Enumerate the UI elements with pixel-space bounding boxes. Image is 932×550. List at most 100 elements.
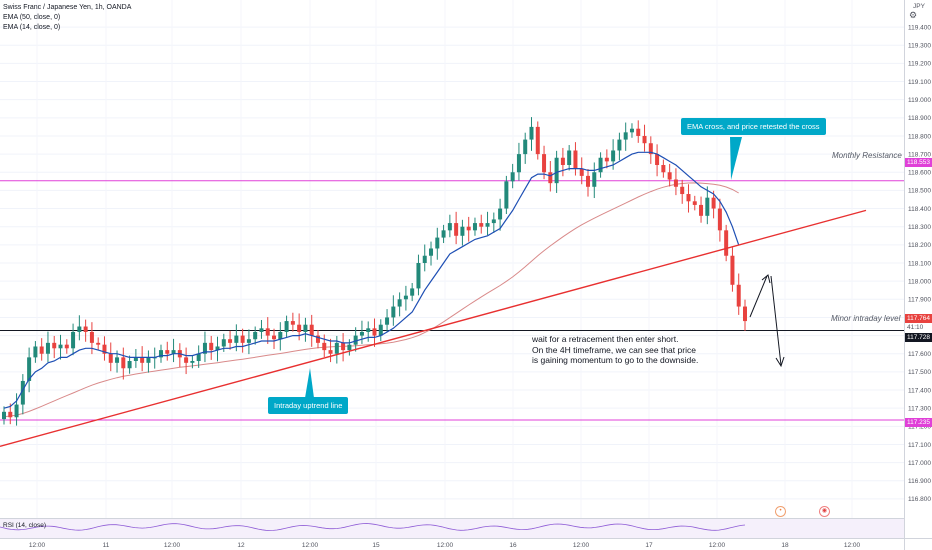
y-tick-label: 118.100 bbox=[908, 260, 931, 267]
y-tick-label: 117.600 bbox=[908, 351, 931, 358]
candle-body bbox=[686, 194, 691, 202]
rsi-legend[interactable]: RSI (14, close) bbox=[3, 522, 46, 529]
candle-body bbox=[736, 284, 741, 307]
uptrend-callout[interactable]: Intraday uptrend line bbox=[268, 397, 349, 414]
y-tick-label: 117.200 bbox=[908, 424, 931, 431]
down-arrow-head bbox=[775, 356, 785, 368]
candle-body bbox=[410, 288, 415, 296]
y-tick-label: 118.400 bbox=[908, 206, 931, 213]
current-price-tag: 117.764 bbox=[905, 314, 932, 323]
candle-body bbox=[347, 344, 352, 351]
rsi-band bbox=[0, 519, 904, 538]
y-tick-label: 117.300 bbox=[908, 405, 931, 412]
candle-body bbox=[466, 226, 471, 231]
note-line-3: is gaining momentum to go to the downsid… bbox=[532, 355, 699, 365]
event-flag-icon[interactable]: ◉ bbox=[819, 506, 830, 517]
candle-body bbox=[548, 172, 553, 184]
candle-body bbox=[39, 346, 44, 354]
gear-icon[interactable]: ⚙ bbox=[909, 10, 918, 20]
legend-ema14[interactable]: EMA (14, close, 0) bbox=[3, 24, 61, 31]
candle-body bbox=[165, 350, 170, 354]
candle-body bbox=[699, 204, 704, 216]
legend-symbol[interactable]: Swiss Franc / Japanese Yen, 1h, OANDA bbox=[3, 4, 132, 11]
candle-body bbox=[472, 223, 477, 231]
candle-body bbox=[692, 201, 697, 205]
y-tick-label: 117.100 bbox=[908, 442, 931, 449]
ema-cross-callout[interactable]: EMA cross, and price retested the cross bbox=[681, 118, 826, 135]
y-tick-label: 118.500 bbox=[908, 188, 931, 195]
x-tick-label: 18 bbox=[781, 542, 789, 549]
candle-body bbox=[454, 223, 459, 236]
candle-body bbox=[598, 157, 603, 173]
candle-body bbox=[140, 357, 145, 363]
drawings bbox=[0, 137, 867, 447]
x-tick-label: 12:00 bbox=[709, 542, 726, 549]
horizontal-levels bbox=[0, 180, 904, 421]
legend-ema50[interactable]: EMA (50, close, 0) bbox=[3, 14, 61, 21]
x-tick-label: 12:00 bbox=[29, 542, 46, 549]
candle-body bbox=[673, 179, 678, 187]
candle-body bbox=[705, 197, 710, 216]
resistance-price-tag: 118.553 bbox=[905, 158, 932, 167]
down-arrow-line bbox=[770, 275, 782, 366]
y-tick-label: 117.400 bbox=[908, 387, 931, 394]
minor-level-label[interactable]: Minor intraday level bbox=[831, 314, 901, 323]
support-price-tag: 117.235 bbox=[905, 418, 932, 427]
candle-body bbox=[567, 150, 572, 165]
candle-body bbox=[435, 237, 440, 249]
candle-body bbox=[71, 331, 76, 349]
candle-body bbox=[611, 150, 616, 162]
currency-label: JPY bbox=[913, 3, 925, 10]
candle-body bbox=[341, 342, 346, 351]
y-tick-label: 117.500 bbox=[908, 369, 931, 376]
candles bbox=[2, 117, 747, 426]
candle-body bbox=[315, 335, 320, 343]
monthly-resistance-label[interactable]: Monthly Resistance bbox=[832, 151, 902, 160]
price-axis[interactable]: 119.400 119.300 119.200 119.100 119.000 118.9… bbox=[904, 0, 932, 550]
candle-body bbox=[491, 219, 496, 224]
candle-body bbox=[33, 346, 38, 358]
candle-body bbox=[27, 357, 32, 381]
candle-body bbox=[209, 342, 214, 351]
uptrend-line bbox=[0, 209, 867, 447]
candle-body bbox=[77, 326, 82, 332]
candle-body bbox=[253, 331, 258, 340]
time-axis[interactable]: 12:00 11 12:00 12 12:00 15 12:00 16 12:00 17 12:00… bbox=[0, 538, 932, 550]
candle-body bbox=[460, 226, 465, 236]
y-tick-label: 119.400 bbox=[908, 24, 931, 31]
candle-body bbox=[479, 223, 484, 227]
candle-body bbox=[372, 328, 377, 336]
candle-body bbox=[108, 353, 113, 363]
candle-body bbox=[259, 328, 264, 332]
candle-body bbox=[485, 223, 490, 227]
candle-body bbox=[523, 139, 528, 155]
candle-body bbox=[529, 126, 534, 140]
trade-note[interactable]: wait for a retracement then enter short.… bbox=[532, 334, 698, 366]
candle-body bbox=[560, 157, 565, 165]
candle-body bbox=[45, 342, 50, 354]
candle-body bbox=[202, 342, 207, 354]
y-tick-label: 119.300 bbox=[908, 43, 931, 50]
note-line-2: On the 4H timeframe, we can see that pri… bbox=[532, 344, 696, 355]
candle-body bbox=[629, 128, 634, 133]
x-tick-label: 12:00 bbox=[437, 542, 454, 549]
candle-body bbox=[535, 126, 540, 155]
y-tick-label: 119.200 bbox=[908, 61, 931, 68]
candle-body bbox=[284, 321, 289, 332]
candle-body bbox=[717, 208, 722, 231]
event-marker-icon[interactable]: • bbox=[775, 506, 786, 517]
candle-body bbox=[554, 157, 559, 184]
candle-body bbox=[240, 335, 245, 343]
candle-body bbox=[366, 328, 371, 332]
candle-body bbox=[158, 350, 163, 358]
candle-body bbox=[190, 361, 195, 363]
candle-body bbox=[133, 357, 138, 361]
candle-body bbox=[334, 342, 339, 354]
candle-body bbox=[146, 357, 151, 363]
candle-body bbox=[171, 350, 176, 354]
y-tick-label: 117.000 bbox=[908, 460, 931, 467]
candle-body bbox=[617, 139, 622, 151]
candle-body bbox=[586, 175, 591, 187]
up-arrow-head bbox=[761, 274, 771, 284]
